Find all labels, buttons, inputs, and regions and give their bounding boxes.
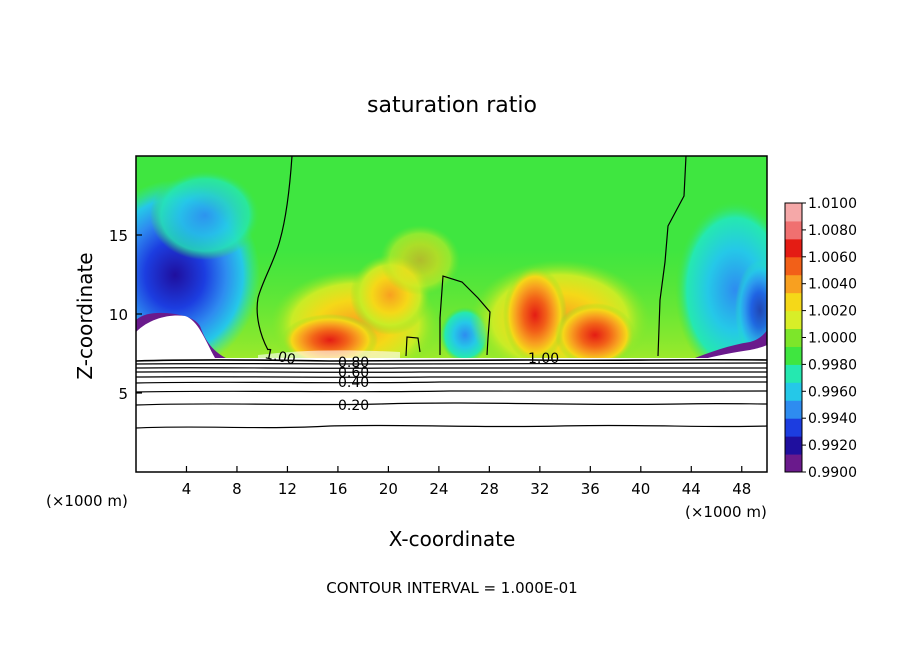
colorbar-swatch	[785, 382, 802, 401]
x-unit-label-right: (×1000 m)	[685, 503, 767, 521]
colorbar-swatch	[785, 346, 802, 365]
x-axis: 4 8 12 16 20 24 28 32 36 40 44 48	[182, 466, 751, 498]
contour-label: 0.60	[338, 365, 369, 381]
x-tick-label: 4	[182, 480, 192, 498]
colorbar-tick-label: 0.9940	[808, 411, 857, 427]
contour-1.00-middle	[405, 275, 491, 357]
x-tick-label: 12	[278, 480, 297, 498]
contour-interval-text: CONTOUR INTERVAL = 1.000E-01	[326, 579, 577, 597]
x-tick-label: 44	[682, 480, 701, 498]
x-axis-label: X-coordinate	[389, 527, 516, 551]
y-tick-label: 10	[109, 306, 128, 324]
colorbar-tick-label: 1.0020	[808, 304, 857, 320]
colorbar-swatch	[785, 436, 802, 455]
y-axis: 5 10 15	[109, 227, 142, 403]
colorbar-tick-label: 0.9960	[808, 384, 857, 400]
x-tick-label: 8	[232, 480, 242, 498]
colorbar-tick-label: 1.0080	[808, 223, 857, 239]
colorbar-swatch	[785, 364, 802, 383]
colorbar-swatch	[785, 256, 802, 276]
colorbar: 1.0100 1.0080 1.0060 1.0040 1.0020 1.0000 0.99…	[784, 196, 857, 481]
colorbar-swatch	[785, 400, 802, 419]
x-tick-label: 40	[631, 480, 650, 498]
colorbar-tick-label: 1.0000	[808, 331, 857, 347]
contour-1.00-left	[256, 156, 293, 351]
x-tick-label: 32	[530, 480, 549, 498]
colorbar-swatch	[785, 238, 802, 258]
colorbar-swatch	[785, 454, 802, 473]
contour-1.00-right	[657, 156, 687, 357]
colorbar-swatch	[785, 203, 802, 222]
x-tick-label: 48	[732, 480, 751, 498]
contour-labels: 1.00 0.80 0.60 0.40 0.20 1.00	[263, 346, 559, 414]
contour-label: 0.80	[338, 355, 369, 371]
contour-label: 0.40	[338, 375, 369, 391]
y-tick-label: 15	[109, 227, 128, 245]
x-tick-label: 16	[328, 480, 347, 498]
x-tick-label: 24	[429, 480, 448, 498]
colorbar-tick-label: 1.0100	[808, 196, 857, 212]
contour-label: 1.00	[528, 351, 559, 367]
colorbar-tick-label: 0.9900	[808, 465, 857, 481]
colorbar-tick-label: 0.9980	[808, 357, 857, 373]
y-axis-label: Z-coordinate	[73, 252, 97, 379]
contour-label: 1.00	[263, 346, 297, 368]
colorbar-tick-label: 1.0060	[808, 250, 857, 266]
colorbar-tick-label: 0.9920	[808, 438, 857, 454]
colorbar-swatch	[785, 292, 802, 312]
colorbar-swatch	[785, 220, 802, 240]
colorbar-swatch	[785, 418, 802, 437]
y-tick-label: 5	[118, 385, 128, 403]
colorbar-swatch	[785, 310, 802, 330]
colorbar-tick-label: 1.0040	[808, 277, 857, 293]
chart-title: saturation ratio	[367, 93, 537, 118]
contour-lines	[136, 156, 767, 429]
contour-label: 0.20	[338, 398, 369, 414]
colorbar-swatch	[785, 274, 802, 294]
x-unit-label-left: (×1000 m)	[46, 492, 128, 510]
x-tick-label: 28	[480, 480, 499, 498]
x-tick-label: 20	[379, 480, 398, 498]
heatmap-field	[136, 156, 767, 472]
colorbar-swatch	[785, 328, 802, 347]
x-tick-label: 36	[581, 480, 600, 498]
